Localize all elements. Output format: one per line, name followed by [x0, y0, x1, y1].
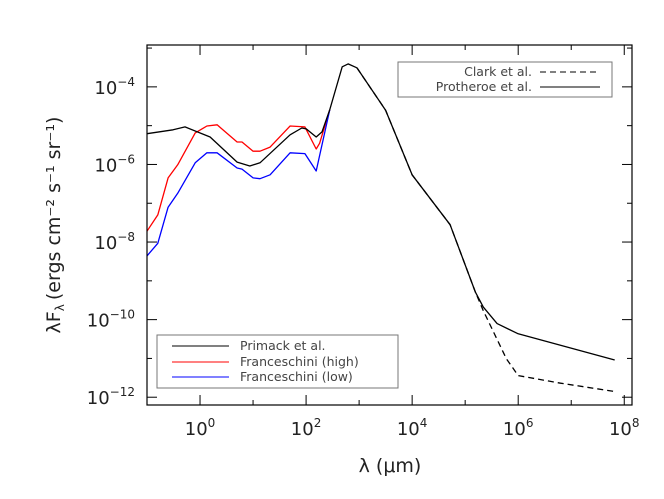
legend-bottom-left: Primack et al. Franceschini (high) Franc…: [156, 334, 399, 389]
legend-label-fhigh: Franceschini (high): [240, 354, 359, 369]
y-axis-label: λFλ(ergs cm⁻² s⁻¹ sr⁻¹): [43, 117, 67, 334]
tick-layer: 100 102 104 106 108 10−4 10−6 10−8 10−10 10−12: [87, 45, 640, 440]
y-tick-label: 10−6: [94, 152, 135, 176]
x-axis-label: λ (μm): [359, 455, 422, 477]
x-tick-label: 102: [291, 416, 322, 440]
series-line-fhigh: [146, 109, 331, 232]
y-tick-label: 10−12: [87, 385, 135, 409]
series-line-flow: [146, 109, 331, 257]
series-layer: [146, 63, 615, 393]
plot-frame: [146, 44, 633, 406]
series-line-clark: [356, 67, 615, 393]
x-tick-label: 106: [503, 416, 534, 440]
x-tick-label: 100: [185, 416, 216, 440]
x-tick-label: 104: [397, 416, 428, 440]
x-tick-label: 108: [609, 416, 640, 440]
legend-top-right: Clark et al. Protheroe et al.: [397, 61, 613, 98]
legend-label-flow: Franceschini (low): [240, 369, 353, 384]
y-tick-label: 10−8: [94, 230, 135, 254]
legend-label-primack: Primack et al.: [240, 338, 326, 353]
y-tick-label: 10−10: [87, 308, 135, 332]
legend-label-protheroe: Protheroe et al.: [436, 79, 532, 94]
legend-label-clark: Clark et al.: [464, 64, 532, 79]
series-line-primack: [146, 63, 358, 167]
y-tick-label: 10−4: [94, 75, 135, 99]
series-line-protheroe: [356, 67, 615, 361]
